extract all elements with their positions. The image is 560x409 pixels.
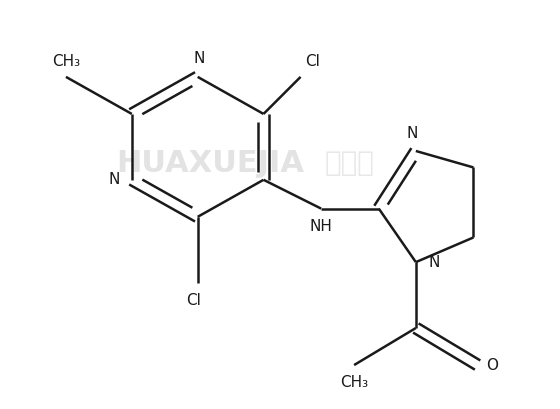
Text: Cl: Cl — [305, 54, 320, 69]
Text: CH₃: CH₃ — [52, 54, 80, 69]
Text: N: N — [406, 126, 417, 141]
Text: NH: NH — [310, 219, 333, 234]
Text: N: N — [108, 172, 119, 187]
Text: Cl: Cl — [186, 292, 201, 308]
Text: N: N — [428, 255, 440, 270]
Text: CH₃: CH₃ — [340, 375, 368, 390]
Text: HUAXUEJIA: HUAXUEJIA — [116, 149, 304, 178]
Text: N: N — [194, 51, 205, 66]
Text: O: O — [486, 357, 498, 373]
Text: 化学加: 化学加 — [325, 149, 375, 178]
